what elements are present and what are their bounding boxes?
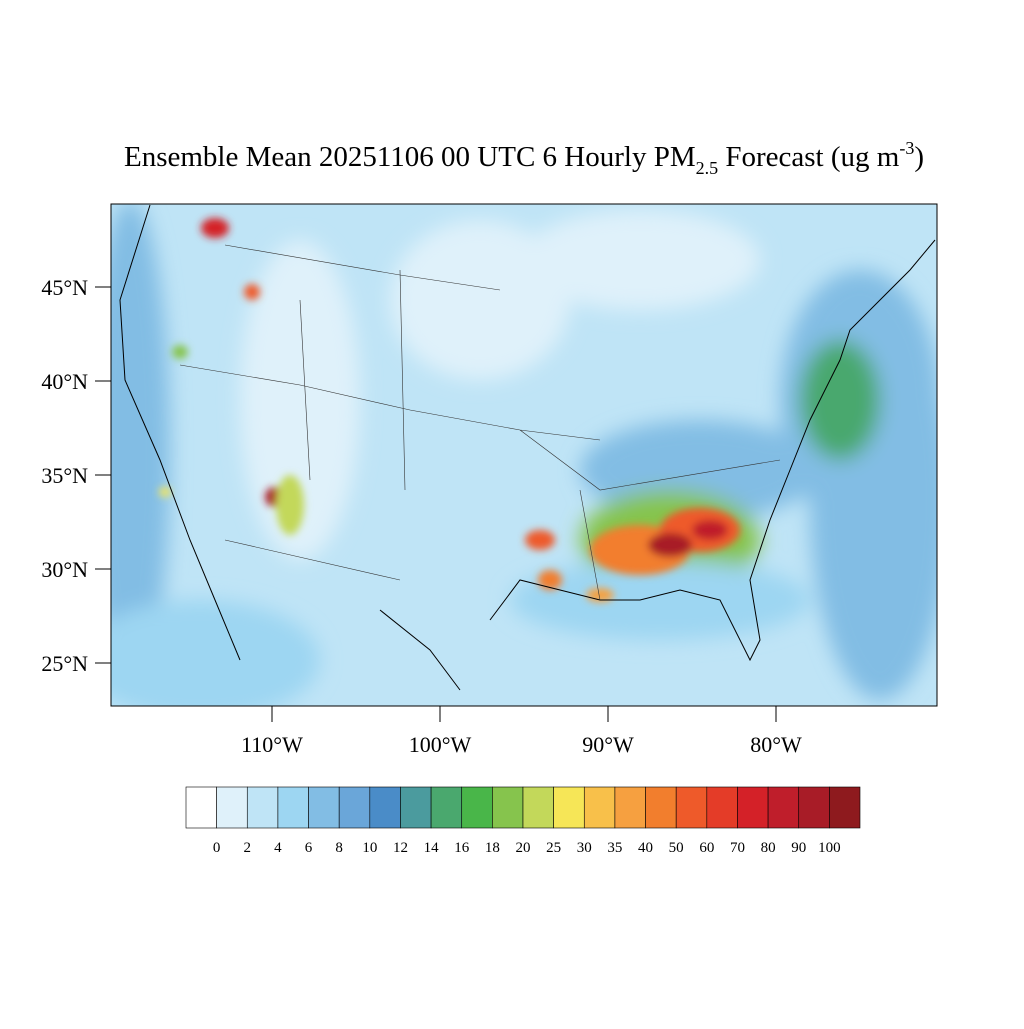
colorbar-label: 20: [516, 840, 531, 856]
title: Ensemble Mean 20251106 00 UTC 6 Hourly P…: [124, 138, 924, 178]
colorbar-box: [400, 786, 432, 829]
colorbar-box: [583, 786, 616, 829]
colorbar-label: 16: [454, 840, 470, 856]
colorbar-box: [553, 786, 585, 829]
hotspots: [159, 218, 740, 602]
colorbar-label: 100: [818, 840, 841, 856]
lon-tick-label: 80°W: [750, 732, 802, 757]
colorbar-box: [829, 786, 861, 829]
colorbar-label: 90: [791, 840, 806, 856]
colorbar-box: [277, 786, 309, 829]
colorbar-box: [308, 786, 340, 829]
map-frame: [110, 203, 938, 707]
map-field: [111, 204, 937, 706]
colorbar-box: [614, 786, 646, 829]
colorbar-label: 70: [730, 840, 745, 856]
colorbar-label: 35: [607, 840, 622, 856]
title-superscript: -3: [899, 138, 914, 158]
colorbar-box: [246, 786, 279, 829]
lon-tick-label: 100°W: [409, 732, 472, 757]
colorbar-box: [798, 786, 830, 829]
colorbar-box: [706, 786, 738, 829]
colorbar-box: [461, 786, 493, 829]
colorbar-box: [185, 786, 217, 829]
colorbar-label: 0: [213, 840, 221, 856]
colorbar: 0 2 4 6 8 10 12 14 16 18 20 25 30 35 40 50 60 70 80 90 100: [185, 786, 861, 856]
colorbar-label: 10: [362, 840, 377, 856]
colorbar-box: [675, 786, 708, 829]
colorbar-label: 25: [546, 840, 561, 856]
concentration-field: [111, 204, 937, 706]
colorbar-label: 12: [393, 840, 408, 856]
lat-tick-label: 35°N: [41, 463, 88, 488]
lat-tick-label: 25°N: [41, 651, 88, 676]
colorbar-box: [522, 786, 554, 829]
title-main: Ensemble Mean 20251106 00 UTC 6 Hourly P…: [124, 141, 696, 173]
colorbar-box: [492, 786, 524, 829]
title-end: ): [914, 141, 924, 173]
lat-tick-label: 30°N: [41, 557, 88, 582]
lat-tick-label: 45°N: [41, 275, 88, 300]
colorbar-box: [645, 786, 677, 829]
lon-tick-label: 110°W: [241, 732, 303, 757]
colorbar-label: 2: [244, 840, 252, 856]
colorbar-box: [767, 786, 800, 829]
colorbar-label: 80: [761, 840, 776, 856]
lon-tick-label: 90°W: [582, 732, 634, 757]
colorbar-label: 6: [305, 840, 313, 856]
colorbar-label: 30: [577, 840, 592, 856]
title-subscript: 2.5: [696, 158, 719, 178]
colorbar-label: 40: [638, 840, 653, 856]
colorbar-label: 8: [335, 840, 343, 856]
colorbar-label: 18: [485, 840, 500, 856]
map-ticks: 45°N 40°N 35°N 30°N 25°N 110°W 100°W 90°W 80°W: [41, 275, 802, 757]
state-borders: [179, 244, 781, 601]
colorbar-box: [216, 786, 248, 829]
colorbar-box: [430, 786, 463, 829]
title-middle: Forecast (ug m: [718, 141, 900, 173]
coastline: [119, 204, 936, 691]
colorbar-label: 14: [424, 840, 440, 856]
colorbar-label: 4: [274, 840, 282, 856]
colorbar-label: 60: [699, 840, 714, 856]
lat-tick-label: 40°N: [41, 369, 88, 394]
colorbar-box: [369, 786, 401, 829]
colorbar-box: [737, 786, 769, 829]
colorbar-label: 50: [669, 840, 684, 856]
colorbar-box: [338, 786, 371, 829]
